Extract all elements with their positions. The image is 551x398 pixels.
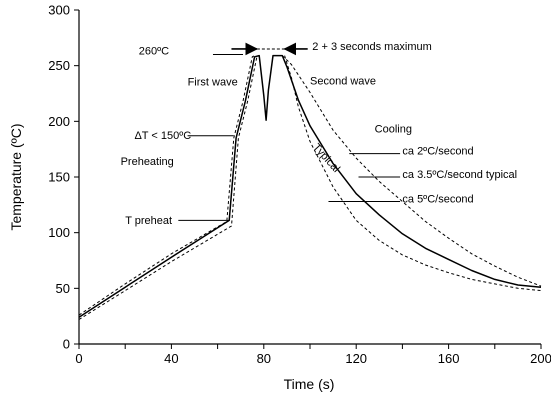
series-dashed-line-3: [284, 55, 542, 292]
annotation-6: Cooling: [375, 123, 412, 135]
annotation-1: 2 + 3 seconds maximum: [312, 41, 432, 53]
series-solid-line-0: [78, 54, 542, 318]
series-dashed-line-2: [78, 55, 260, 320]
x-tick-label: 80: [257, 351, 271, 366]
x-tick-label: 0: [75, 351, 82, 366]
x-tick-label: 200: [530, 351, 551, 366]
series-dashed-line-1: [78, 55, 255, 316]
y-tick-label: 100: [48, 225, 70, 240]
annotation-11: Typical: [310, 142, 342, 175]
annotation-4: ΔT < 150ºC: [134, 130, 191, 142]
annotation-8: ca 3.5ºC/second typical: [402, 169, 517, 181]
x-tick-label: 40: [164, 351, 178, 366]
annotation-2: First wave: [188, 77, 238, 89]
annotation-0: 260ºC: [139, 46, 169, 58]
x-axis-title: Time (s): [284, 376, 335, 392]
annotation-10: T preheat: [125, 215, 172, 227]
annotation-5: Preheating: [121, 156, 174, 168]
y-axis-title: Temperature (ºC): [8, 123, 24, 230]
y-tick-label: 150: [48, 170, 70, 185]
series-dashed-line-4: [281, 55, 542, 287]
x-tick-label: 160: [438, 351, 460, 366]
annotation-3: Second wave: [310, 76, 376, 88]
annotation-9: ca 5ºC/second: [402, 194, 473, 206]
annotation-7: ca 2ºC/second: [402, 146, 473, 158]
y-tick-label: 50: [56, 281, 70, 296]
y-tick-label: 250: [48, 58, 70, 73]
y-tick-label: 200: [48, 114, 70, 129]
x-tick-label: 120: [345, 351, 367, 366]
y-tick-label: 0: [63, 337, 70, 352]
y-tick-label: 300: [48, 3, 70, 18]
